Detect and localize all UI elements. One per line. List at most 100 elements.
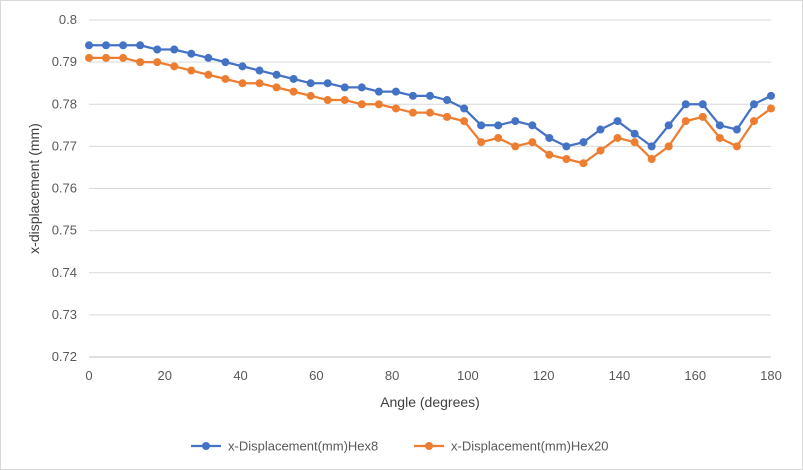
data-point (715, 121, 724, 130)
data-point (357, 83, 366, 92)
data-point (170, 45, 179, 54)
data-point (306, 79, 315, 88)
gridlines (89, 19, 771, 358)
series-group (85, 41, 775, 168)
data-point (511, 142, 520, 151)
legend-item: x-Displacement(mm)Hex20 (414, 439, 608, 454)
data-point (528, 138, 537, 147)
data-point (340, 96, 349, 105)
data-point (767, 104, 775, 113)
data-point (119, 41, 128, 50)
data-point (664, 142, 673, 151)
data-point (767, 91, 775, 100)
data-point (153, 45, 162, 54)
data-point (732, 142, 741, 151)
data-point (136, 41, 145, 50)
data-point (528, 121, 537, 130)
data-point (681, 100, 690, 109)
data-point (443, 96, 452, 105)
legend: x-Displacement(mm)Hex8 x-Displacement(mm)… (191, 439, 608, 454)
data-point (630, 138, 639, 147)
data-point (579, 138, 588, 147)
data-point (698, 112, 707, 121)
y-tick-label: 0.74 (52, 265, 77, 280)
data-point (391, 104, 400, 113)
x-tick-label: 120 (533, 368, 555, 383)
data-point (357, 100, 366, 109)
data-point (494, 121, 503, 130)
x-tick-label: 180 (760, 368, 782, 383)
data-point (460, 117, 469, 126)
data-point (187, 49, 196, 58)
data-point (681, 117, 690, 126)
y-tick-label: 0.75 (52, 223, 77, 238)
data-point (85, 41, 93, 50)
data-point (102, 41, 111, 50)
x-axis-title: Angle (degrees) (380, 394, 480, 410)
data-point (374, 100, 383, 109)
data-point (579, 159, 588, 168)
data-point (136, 58, 145, 67)
data-point (545, 133, 554, 142)
y-tick-label: 0.8 (59, 12, 77, 27)
data-point (119, 53, 128, 62)
data-point (562, 142, 571, 151)
x-tick-label: 140 (609, 368, 631, 383)
data-point (238, 62, 247, 71)
data-point (749, 100, 758, 109)
data-point (596, 146, 605, 155)
y-tick-label: 0.73 (52, 307, 77, 322)
data-point (391, 87, 400, 96)
legend-label: x-Displacement(mm)Hex8 (228, 439, 378, 454)
data-point (238, 79, 247, 88)
data-point (647, 142, 656, 151)
axes: 0.72 0.73 0.74 0.75 0.76 0.77 0.78 0.79 0.8 0 20 40… (52, 12, 782, 383)
data-point (408, 91, 417, 100)
data-point (85, 53, 93, 62)
y-tick-label: 0.77 (52, 138, 77, 153)
data-point (340, 83, 349, 92)
data-point (187, 66, 196, 75)
x-tick-label: 0 (85, 368, 92, 383)
data-point (647, 155, 656, 164)
data-point (153, 58, 162, 67)
y-axis-title: x-displacement (mm) (26, 123, 42, 254)
data-point (221, 74, 230, 83)
data-point (562, 155, 571, 164)
series-2 (85, 53, 775, 168)
y-tick-label: 0.76 (52, 181, 77, 196)
data-point (749, 117, 758, 126)
legend-marker (425, 442, 433, 450)
x-tick-label: 20 (158, 368, 172, 383)
series-1 (85, 41, 775, 151)
data-point (255, 79, 264, 88)
x-tick-label: 80 (385, 368, 399, 383)
data-point (613, 133, 622, 142)
data-point (323, 96, 332, 105)
data-point (477, 121, 486, 130)
data-point (221, 58, 230, 67)
data-point (272, 83, 281, 92)
x-tick-label: 100 (457, 368, 479, 383)
data-point (596, 125, 605, 134)
data-point (715, 133, 724, 142)
data-point (374, 87, 383, 96)
data-point (460, 104, 469, 113)
data-point (494, 133, 503, 142)
data-point (204, 53, 213, 62)
data-point (289, 87, 298, 96)
data-point (170, 62, 179, 71)
data-point (289, 74, 298, 83)
data-point (664, 121, 673, 130)
x-tick-label: 160 (684, 368, 706, 383)
data-point (323, 79, 332, 88)
data-point (426, 91, 434, 100)
data-point (477, 138, 486, 147)
y-tick-label: 0.72 (52, 349, 77, 364)
x-tick-label: 60 (309, 368, 323, 383)
data-point (698, 100, 707, 109)
legend-item: x-Displacement(mm)Hex8 (191, 439, 378, 454)
y-tick-label: 0.78 (52, 96, 77, 111)
